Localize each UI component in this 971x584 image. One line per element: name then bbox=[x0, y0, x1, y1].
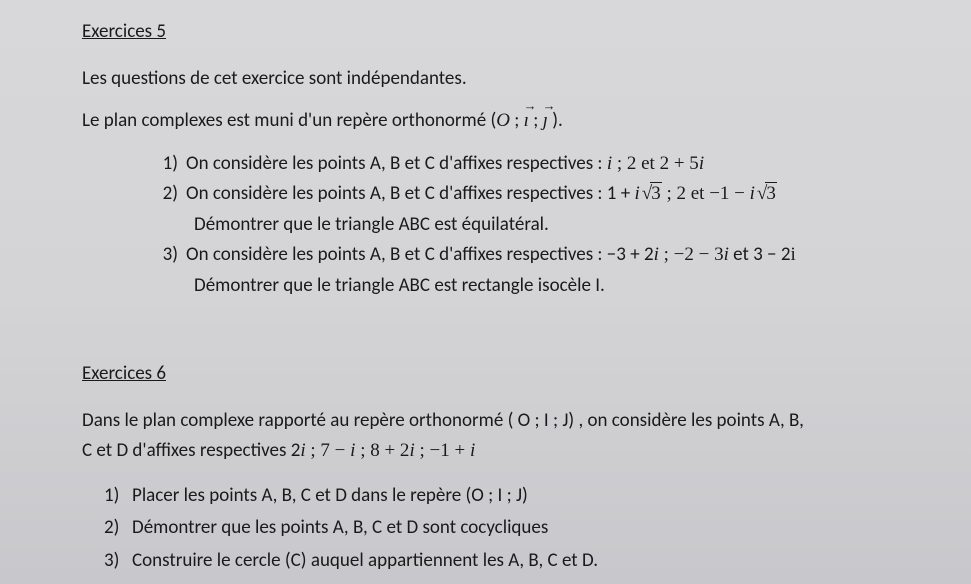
ex6-l2-pre: C et D d'affixes respectives 2 bbox=[82, 439, 300, 462]
vector-i: ı bbox=[524, 107, 529, 136]
q3-text: On considère les points A, B et C d'affi… bbox=[186, 241, 971, 270]
ex6-q1: 1) Placer les points A, B, C et D dans l… bbox=[104, 482, 971, 511]
q1-i3: i bbox=[699, 153, 704, 174]
q3-sub: Démontrer que le triangle ABC est rectan… bbox=[158, 272, 971, 301]
q1-mid: ; 2 et 2 + 5 bbox=[612, 153, 699, 174]
q2-sqrt1: 3 bbox=[640, 180, 662, 209]
q1-pre: On considère les points A, B et C d'affi… bbox=[186, 152, 607, 175]
ex6-q2: 2) Démontrer que les points A, B, C et D… bbox=[104, 514, 971, 543]
ex6-q1-text: Placer les points A, B, C et D dans le r… bbox=[132, 482, 528, 511]
q2-sqrt1-arg: 3 bbox=[650, 182, 662, 204]
q1-text: On considère les points A, B et C d'affi… bbox=[186, 150, 971, 179]
ex5-q2: 2) On considère les points A, B et C d'a… bbox=[158, 180, 971, 209]
ex6-q3: 3) Construire le cercle (C) auquel appar… bbox=[104, 547, 971, 576]
ex6-l2-m3: ; −1 + bbox=[415, 440, 470, 461]
exercise5-title: Exercices 5 bbox=[82, 18, 971, 47]
ex6-q1-num: 1) bbox=[104, 482, 132, 511]
q2-sqrt2: 3 bbox=[755, 180, 777, 209]
intro2-sep1: ; bbox=[510, 109, 524, 132]
ex6-l2-i4: i bbox=[470, 440, 475, 461]
q3-num: 3) bbox=[158, 241, 186, 270]
q3-mid2: et 3 − 2 bbox=[729, 243, 791, 266]
exercise6-title: Exercices 6 bbox=[82, 360, 971, 389]
ex5-q1: 1) On considère les points A, B et C d'a… bbox=[158, 150, 971, 179]
q2-text: On considère les points A, B et C d'affi… bbox=[186, 180, 971, 209]
q3-mid1: ; −2 − 3 bbox=[659, 244, 724, 265]
ex6-intro-line2: C et D d'affixes respectives 2i ; 7 − i … bbox=[82, 437, 971, 466]
q3-i3: i bbox=[791, 244, 796, 265]
q2-mid: ; 2 et −1 − bbox=[662, 183, 750, 204]
ex5-intro-repere: Le plan complexes est muni d'un repère o… bbox=[82, 107, 971, 136]
ex6-l2-m2: ; 8 + 2 bbox=[355, 440, 409, 461]
intro2-O: O bbox=[496, 110, 510, 131]
q3-pre: On considère les points A, B et C d'affi… bbox=[186, 243, 654, 266]
q2-sub: Démontrer que le triangle ABC est équila… bbox=[158, 211, 971, 240]
q2-sqrt2-arg: 3 bbox=[765, 182, 777, 204]
intro2-pre: Le plan complexes est muni d'un repère o… bbox=[82, 109, 496, 132]
q2-num: 2) bbox=[158, 180, 186, 209]
ex6-intro-line1: Dans le plan complexe rapporté au repère… bbox=[82, 407, 971, 436]
ex5-intro-independence: Les questions de cet exercice sont indép… bbox=[82, 65, 971, 94]
ex6-q2-num: 2) bbox=[104, 514, 132, 543]
ex5-questions: 1) On considère les points A, B et C d'a… bbox=[82, 150, 971, 301]
q1-num: 1) bbox=[158, 150, 186, 179]
ex6-questions: 1) Placer les points A, B, C et D dans l… bbox=[82, 482, 971, 576]
vector-j: ȷ bbox=[543, 107, 548, 136]
ex6-l2-m1: ; 7 − bbox=[306, 440, 351, 461]
ex6-q2-text: Démontrer que les points A, B, C et D so… bbox=[132, 514, 548, 543]
ex5-q3: 3) On considère les points A, B et C d'a… bbox=[158, 241, 971, 270]
ex6-q3-num: 3) bbox=[104, 547, 132, 576]
ex6-q3-text: Construire le cercle (C) auquel appartie… bbox=[132, 547, 598, 576]
q2-pre: On considère les points A, B et C d'affi… bbox=[186, 182, 635, 205]
